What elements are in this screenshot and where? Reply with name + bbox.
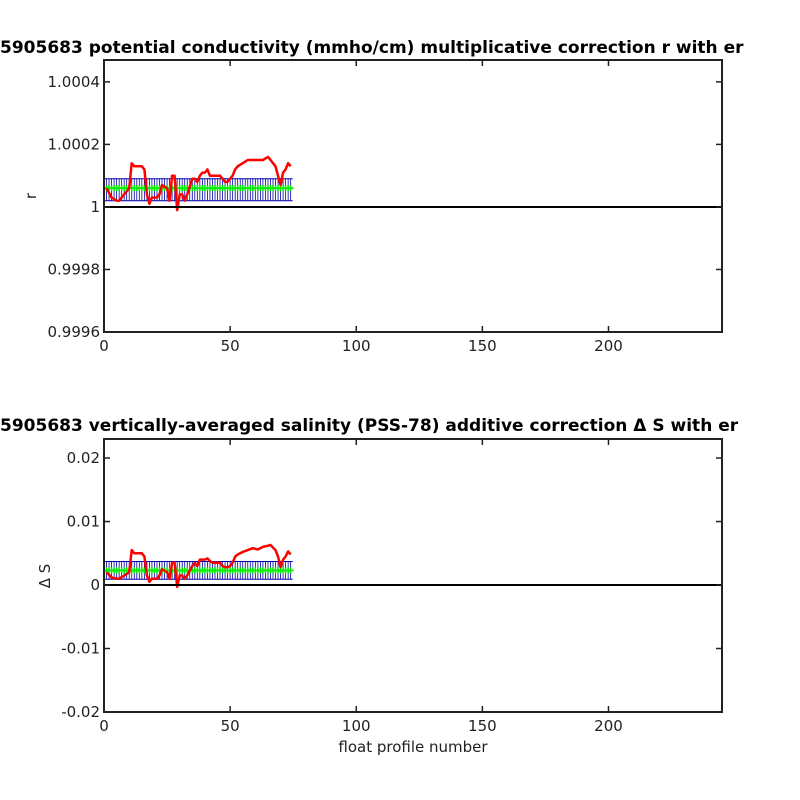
y-tick-label: 0.9998 [48, 260, 101, 278]
correction-line [105, 543, 292, 589]
green-marker [287, 185, 294, 192]
x-tick-label: 200 [594, 717, 623, 735]
salinity-correction-panel: 5905683 vertically-averaged salinity (PS… [0, 416, 739, 756]
x-tick-label: 50 [221, 717, 240, 735]
x-tick-label: 150 [468, 717, 497, 735]
y-tick-label: 1.0002 [48, 135, 101, 153]
y-tick-label: 1.0004 [48, 73, 101, 91]
x-tick-label: 0 [99, 717, 109, 735]
green-marker [287, 567, 294, 574]
plot-marks [103, 543, 722, 589]
plot-marks [103, 155, 722, 212]
y-tick-label: 0.9996 [48, 323, 101, 341]
chart-title: 5905683 vertically-averaged salinity (PS… [0, 416, 739, 436]
y-tick-label: 0.02 [67, 449, 100, 467]
plot-frame [103, 438, 723, 713]
correction-line [105, 155, 292, 212]
y-tick-label: 0.01 [67, 513, 100, 531]
chart-title: 5905683 potential conductivity (mmho/cm)… [0, 38, 744, 58]
x-tick-label: 200 [594, 337, 623, 355]
y-tick-label: 1 [90, 198, 100, 216]
y-tick-label: 0 [90, 576, 100, 594]
y-axis-label: Δ S [36, 564, 54, 589]
x-tick-label: 100 [342, 337, 371, 355]
x-tick-label: 0 [99, 337, 109, 355]
conductivity-correction-panel: 5905683 potential conductivity (mmho/cm)… [0, 38, 744, 355]
y-tick-label: -0.02 [61, 703, 100, 721]
x-tick-label: 100 [342, 717, 371, 735]
axis-ticks: 0 50 100 150 200 -0.02 -0.01 0 0.01 0.02 [61, 439, 722, 735]
y-tick-label: -0.01 [61, 640, 100, 658]
plot-frame [103, 59, 723, 333]
y-axis-label: r [22, 192, 40, 199]
x-tick-label: 150 [468, 337, 497, 355]
x-tick-label: 50 [221, 337, 240, 355]
x-axis-label: float profile number [338, 738, 488, 756]
